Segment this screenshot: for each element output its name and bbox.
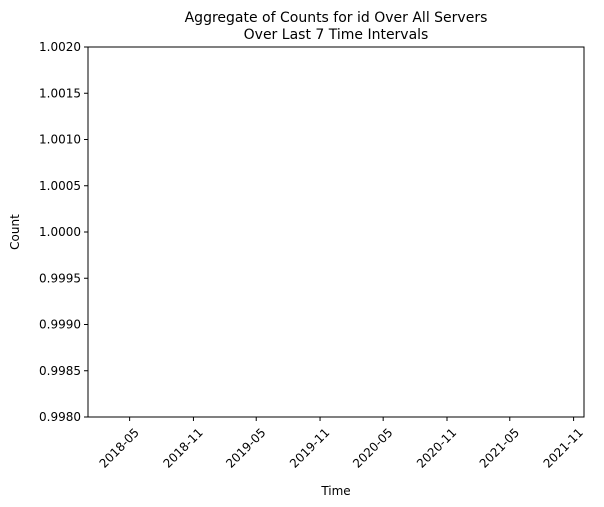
x-tick-label: 2018-05 xyxy=(97,425,142,470)
x-tick-label: 2020-11 xyxy=(414,425,459,470)
chart-title-line-2: Over Last 7 Time Intervals xyxy=(244,27,429,43)
y-tick-label: 1.0015 xyxy=(39,86,81,100)
y-axis: 0.9980 0.9985 0.9990 0.9995 1.0000 1.0005 1.00… xyxy=(39,40,88,424)
x-tick-label: 2019-11 xyxy=(287,425,332,470)
y-tick-label: 0.9985 xyxy=(39,364,81,378)
y-tick-label: 0.9980 xyxy=(39,410,81,424)
y-tick-label: 1.0005 xyxy=(39,179,81,193)
y-tick-label: 1.0010 xyxy=(39,133,81,147)
y-tick-label: 1.0000 xyxy=(39,225,81,239)
x-tick-label: 2020-05 xyxy=(350,425,395,470)
x-tick-label: 2018-11 xyxy=(160,425,205,470)
y-tick-label: 0.9995 xyxy=(39,271,81,285)
x-axis-label: Time xyxy=(320,484,350,498)
x-tick-label: 2021-11 xyxy=(541,425,586,470)
x-tick-label: 2019-05 xyxy=(223,425,268,470)
plot-area xyxy=(87,46,585,418)
y-tick-label: 1.0020 xyxy=(39,40,81,54)
y-tick-label: 0.9990 xyxy=(39,318,81,332)
y-axis-label: Count xyxy=(8,214,22,250)
chart-title-line-1: Aggregate of Counts for id Over All Serv… xyxy=(185,10,488,26)
x-axis: 2018-05 2018-11 2019-05 2019-11 2020-05 2020-… xyxy=(97,417,586,471)
x-tick-label: 2021-05 xyxy=(477,425,522,470)
